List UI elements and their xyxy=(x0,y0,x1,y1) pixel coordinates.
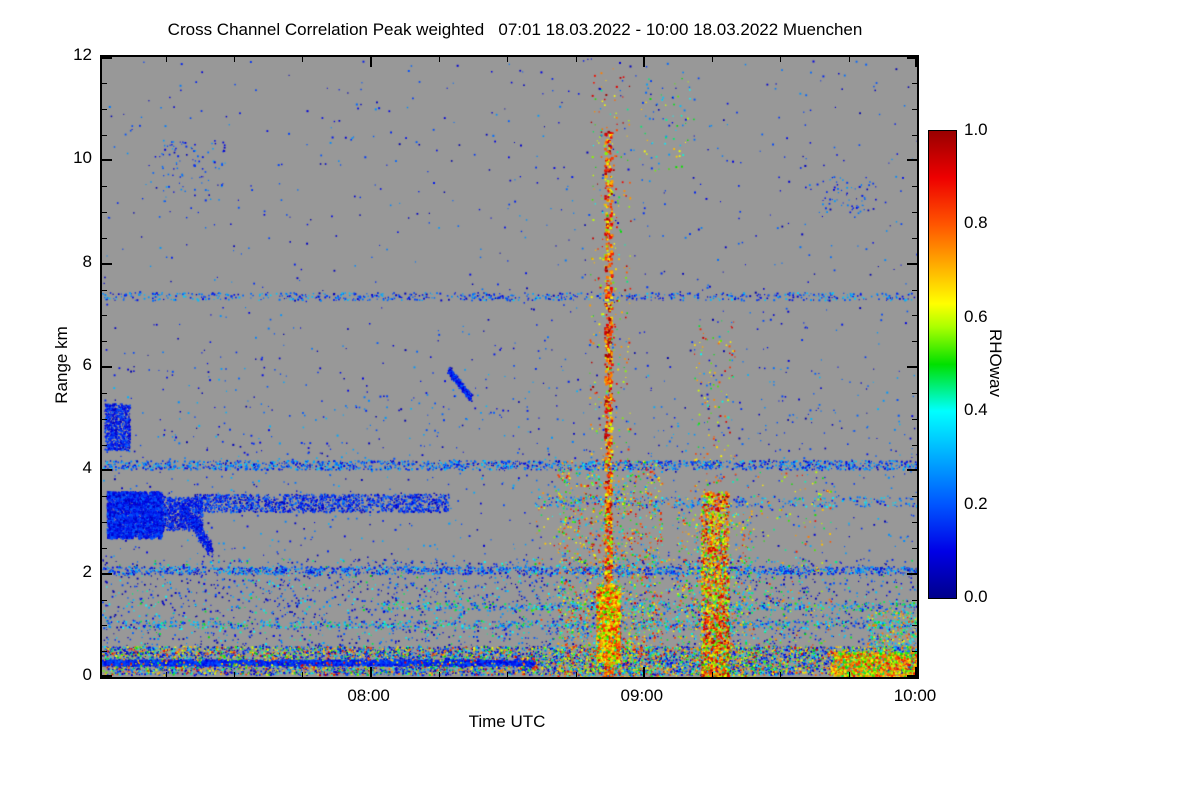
x-axis-label: Time UTC xyxy=(468,712,546,731)
y-tick-label: 8 xyxy=(82,251,92,271)
y-tick-label: 2 xyxy=(82,561,92,581)
heatmap-canvas xyxy=(102,57,917,677)
y-tick-label: 12 xyxy=(73,45,92,64)
y-tick-label: 4 xyxy=(82,458,92,478)
colorbar-tick-label: 0.4 xyxy=(964,400,988,420)
y-tick-label: 6 xyxy=(82,355,92,374)
x-tick-label: 10:00 xyxy=(893,686,937,705)
x-tick-label: 08:00 xyxy=(347,686,390,705)
colorbar-title: RHOwav xyxy=(986,328,1005,398)
plot-area xyxy=(100,55,919,679)
colorbar-tick-label: 0.2 xyxy=(964,493,988,513)
y-tick-label: 0 xyxy=(82,665,92,684)
colorbar-tick-label: 0.6 xyxy=(964,306,988,326)
colorbar xyxy=(928,130,957,599)
colorbar-tick-label: 0.8 xyxy=(964,213,988,233)
chart-title: Cross Channel Correlation Peak weighted … xyxy=(167,20,863,39)
colorbar-tick-label: 0.0 xyxy=(964,587,988,606)
x-tick-label: 09:00 xyxy=(620,686,664,705)
colorbar-tick-label: 1.0 xyxy=(964,120,988,139)
y-tick-label: 10 xyxy=(73,148,92,168)
